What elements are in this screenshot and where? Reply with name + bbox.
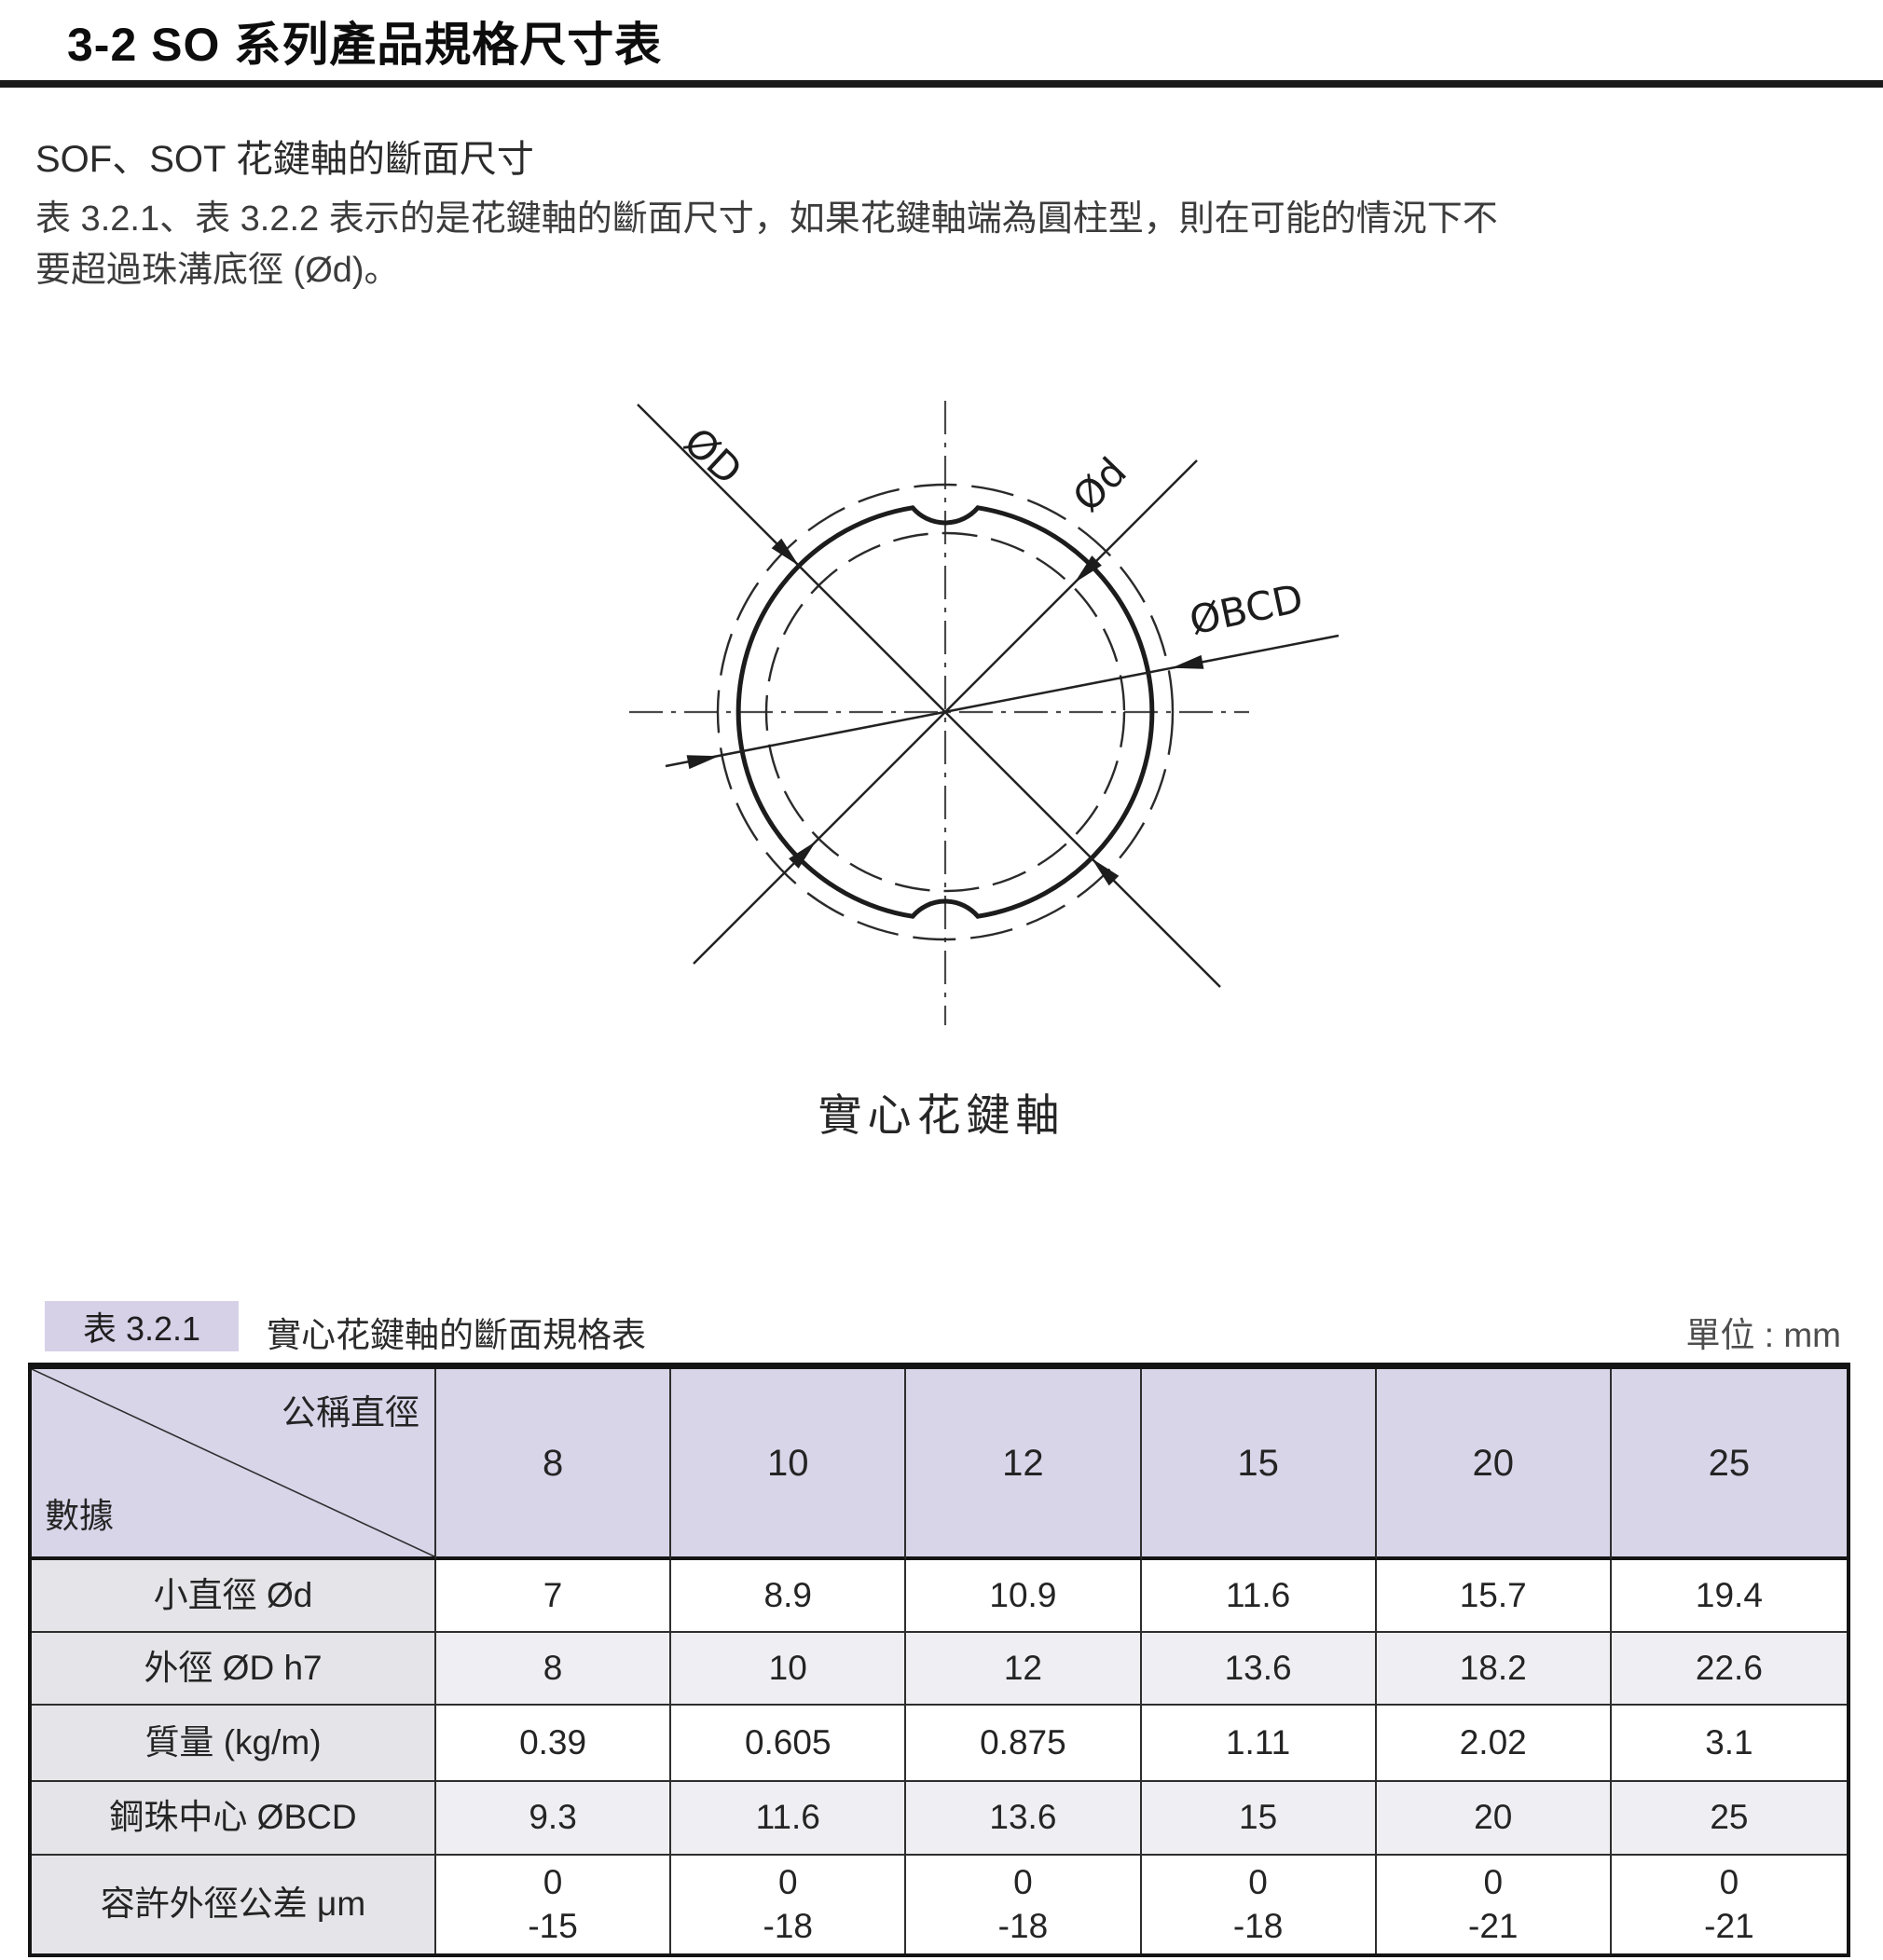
- odm-arrow-lower: [789, 841, 817, 869]
- body-paragraph: 表 3.2.1、表 3.2.2 表示的是花鍵軸的斷面尺寸，如果花鍵軸端為圓柱型，…: [35, 194, 1862, 296]
- value-cell: 11.6: [671, 1782, 907, 1856]
- value-cell: 20: [1376, 1782, 1612, 1856]
- section-subtitle: SOF、SOT 花鍵軸的斷面尺寸: [35, 139, 534, 180]
- od-arrow-lower: [1092, 858, 1120, 886]
- obcd-dimension-line: [665, 634, 1340, 768]
- value-cell: 15: [1141, 1782, 1377, 1856]
- od-label: ØD: [675, 418, 750, 493]
- column-header-20: 20: [1376, 1369, 1612, 1560]
- value-cell: 22.6: [1611, 1633, 1847, 1706]
- value-cell: 15.7: [1376, 1560, 1612, 1633]
- paragraph-line-1: 表 3.2.1、表 3.2.2 表示的是花鍵軸的斷面尺寸，如果花鍵軸端為圓柱型，…: [35, 199, 1498, 239]
- value-cell: 0.875: [906, 1706, 1142, 1782]
- value-cell: 25: [1611, 1782, 1847, 1856]
- value-cell: 0 -15: [436, 1856, 672, 1953]
- cross-section-diagram: ØD Ød ØBCD: [503, 373, 1417, 1053]
- value-cell: 0 -21: [1611, 1856, 1847, 1953]
- page-title: 3-2 SO 系列產品規格尺寸表: [67, 19, 663, 71]
- row-label: 容許外徑公差 μm: [32, 1856, 436, 1953]
- odm-label: Ød: [1064, 448, 1135, 520]
- column-header-25: 25: [1611, 1369, 1847, 1560]
- value-cell: 0 -18: [1141, 1856, 1377, 1953]
- obcd-label: ØBCD: [1186, 575, 1307, 643]
- corner-label-nominal-diameter: 公稱直徑: [282, 1393, 419, 1432]
- value-cell: 8: [436, 1633, 672, 1706]
- row-label: 小直徑 Ød: [32, 1560, 436, 1633]
- value-cell: 13.6: [906, 1782, 1142, 1856]
- row-label: 外徑 ØD h7: [32, 1633, 436, 1706]
- value-cell: 0 -18: [671, 1856, 907, 1953]
- value-cell: 9.3: [436, 1782, 672, 1856]
- bcd-circle-dashed: [716, 483, 1175, 941]
- column-header-10: 10: [671, 1369, 907, 1560]
- obcd-arrow-left: [686, 755, 720, 770]
- value-cell: 0.605: [671, 1706, 907, 1782]
- value-cell: 8.9: [671, 1560, 907, 1633]
- value-cell: 0 -18: [906, 1856, 1142, 1953]
- column-header-12: 12: [906, 1369, 1142, 1560]
- value-cell: 12: [906, 1633, 1142, 1706]
- od-dimension-line: [637, 404, 1221, 988]
- value-cell: 13.6: [1141, 1633, 1377, 1706]
- table-corner-cell: 公稱直徑數據: [32, 1369, 436, 1560]
- odm-arrow-upper: [1074, 555, 1102, 583]
- minor-diameter-circle-dashed: [764, 531, 1126, 893]
- table-unit-label: 單位 : mm: [1685, 1316, 1841, 1354]
- corner-diagonal-line: [32, 1369, 434, 1556]
- value-cell: 19.4: [1611, 1560, 1847, 1633]
- value-cell: 11.6: [1141, 1560, 1377, 1633]
- row-label: 質量 (kg/m): [32, 1706, 436, 1782]
- value-cell: 2.02: [1376, 1706, 1612, 1782]
- shaft-outline: [735, 505, 1155, 919]
- corner-label-data: 數據: [45, 1496, 114, 1535]
- value-cell: 10.9: [906, 1560, 1142, 1633]
- column-header-15: 15: [1141, 1369, 1377, 1560]
- title-rule: [0, 80, 1883, 88]
- table-tag-chip: 表 3.2.1: [45, 1301, 239, 1351]
- value-cell: 7: [436, 1560, 672, 1633]
- value-cell: 0.39: [436, 1706, 672, 1782]
- diagram-caption: 實心花鍵軸: [818, 1090, 1065, 1140]
- obcd-arrow-right: [1171, 654, 1204, 669]
- value-cell: 3.1: [1611, 1706, 1847, 1782]
- value-cell: 1.11: [1141, 1706, 1377, 1782]
- value-cell: 18.2: [1376, 1633, 1612, 1706]
- table-title: 實心花鍵軸的斷面規格表: [267, 1316, 646, 1354]
- od-arrow-upper: [771, 538, 799, 566]
- paragraph-line-2: 要超過珠溝底徑 (Ød)。: [35, 251, 400, 290]
- spec-table: 公稱直徑 數據 8 10 12 15 20 25 小直徑 Ød 7 8.9 10.9 11.6 15.7 1…: [28, 1363, 1850, 1957]
- value-cell: 10: [671, 1633, 907, 1706]
- column-header-8: 8: [436, 1369, 672, 1560]
- value-cell: 0 -21: [1376, 1856, 1612, 1953]
- row-label: 鋼珠中心 ØBCD: [32, 1782, 436, 1856]
- spline-shaft-cross-section-svg: ØD Ød ØBCD: [629, 401, 1340, 1025]
